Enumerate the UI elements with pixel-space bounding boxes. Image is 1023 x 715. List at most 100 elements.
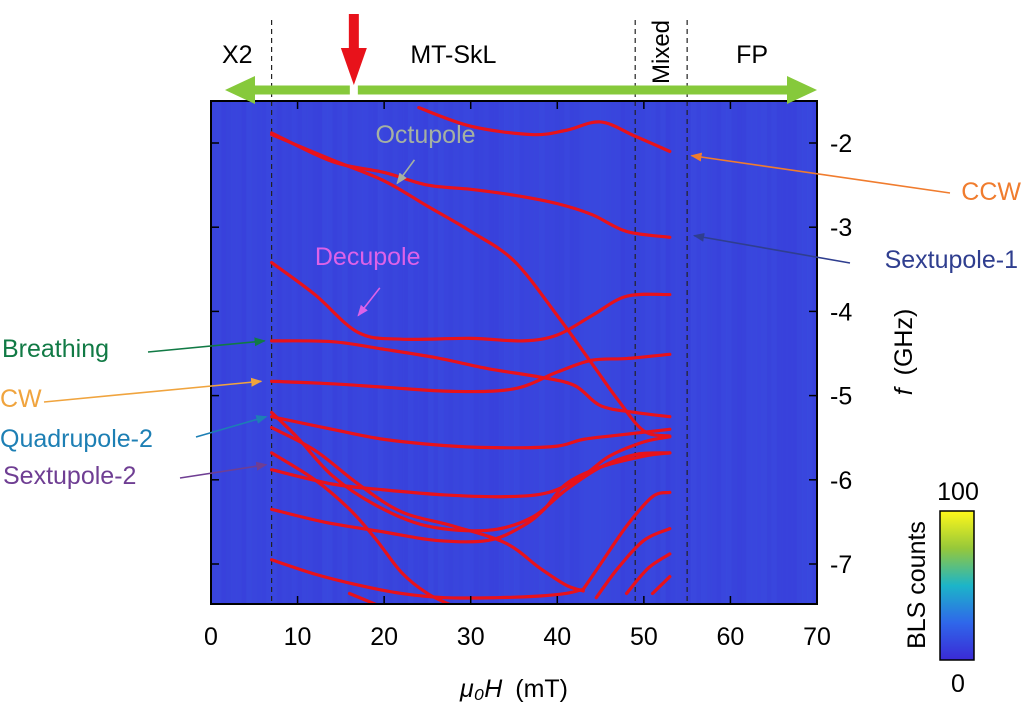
heatmap xyxy=(211,101,817,604)
heatmap-column xyxy=(281,101,288,604)
mode-annotation-label: Octupole xyxy=(375,121,475,149)
heatmap-column xyxy=(635,101,641,604)
phase-boundaries xyxy=(271,20,688,604)
heatmap-column xyxy=(428,101,434,604)
colorbar-max: 100 xyxy=(937,478,979,506)
mode-curve xyxy=(270,352,672,394)
heatmap-column xyxy=(695,101,702,604)
heatmap-column xyxy=(584,101,591,604)
field-marker-shaft xyxy=(348,14,359,50)
phase-bar: X2 MT-SkL Mixed FP xyxy=(222,14,817,104)
heatmap-column xyxy=(296,101,303,604)
heatmap-column xyxy=(231,101,237,604)
heatmap-column xyxy=(625,101,631,604)
heatmap-column xyxy=(418,101,424,604)
heatmap-column xyxy=(387,101,394,604)
heatmap-column xyxy=(650,101,656,604)
colorbar: 100 0 BLS counts xyxy=(903,478,979,698)
heatmap-column xyxy=(806,101,813,604)
colorbar-label: BLS counts xyxy=(903,521,931,649)
phase-arrow-gap xyxy=(349,83,358,97)
heatmap-column xyxy=(685,101,692,604)
heatmap-column xyxy=(594,101,601,604)
heatmap-column xyxy=(746,101,752,604)
heatmap-column xyxy=(670,101,677,604)
heatmap-column xyxy=(453,101,460,604)
heatmap-column xyxy=(811,101,817,604)
heatmap-column xyxy=(630,101,636,604)
heatmap-column xyxy=(751,101,757,604)
heatmap-column xyxy=(337,101,343,604)
colorbar-gradient xyxy=(939,510,975,661)
heatmap-column xyxy=(796,101,803,604)
y-axis-unit: (GHz) xyxy=(890,309,918,376)
heatmap-column xyxy=(286,101,293,604)
y-tick-label: -6 xyxy=(830,467,852,495)
heatmap-column xyxy=(423,101,429,604)
mode-annotation-label: Sextupole-2 xyxy=(3,462,136,490)
heatmap-column xyxy=(731,101,737,604)
mode-annotation-arrow xyxy=(692,232,851,264)
plot-area xyxy=(210,20,818,605)
heatmap-column xyxy=(726,101,732,604)
mode-annotation-label: Breathing xyxy=(2,335,109,363)
y-axis: -2 -3 -4 -5 -6 -7 xyxy=(211,130,852,579)
heatmap-column xyxy=(786,101,793,604)
heatmap-column xyxy=(609,101,616,604)
heatmap-column xyxy=(483,101,490,604)
heatmap-column xyxy=(221,101,227,604)
heatmap-column xyxy=(761,101,768,604)
heatmap-column xyxy=(468,101,475,604)
heatmap-column xyxy=(312,101,318,604)
y-tick-label: -7 xyxy=(830,551,852,579)
heatmap-column xyxy=(271,101,278,604)
heatmap-column xyxy=(473,101,480,604)
heatmap-column xyxy=(306,101,313,604)
heatmap-column xyxy=(276,101,283,604)
heatmap-column xyxy=(680,101,687,604)
heatmap-column xyxy=(559,101,566,604)
heatmap-column xyxy=(721,101,727,604)
heatmap-column xyxy=(766,101,773,604)
heatmap-column xyxy=(216,101,222,604)
heatmap-column xyxy=(332,101,338,604)
mode-curve xyxy=(270,425,585,593)
x-tick-label: 60 xyxy=(717,623,745,651)
mode-annotation-label: Quadrupole-2 xyxy=(0,425,153,453)
heatmap-column xyxy=(665,101,672,604)
mode-curve xyxy=(581,490,672,591)
x-tick-label: 0 xyxy=(204,623,218,651)
mode-curve xyxy=(594,527,672,600)
mode-annotation-label: CW xyxy=(0,385,42,413)
mode-curve xyxy=(270,435,672,499)
x-axis-symbol: μ₀H xyxy=(459,675,503,703)
phase-label: FP xyxy=(736,41,768,69)
heatmap-column xyxy=(508,101,515,604)
mode-curve xyxy=(270,260,672,343)
mode-annotation-arrow xyxy=(147,337,266,353)
heatmap-column xyxy=(544,101,550,604)
heatmap-column xyxy=(589,101,596,604)
x-tick-label: 50 xyxy=(630,623,658,651)
phase-arrow-right-head xyxy=(787,76,817,104)
heatmap-column xyxy=(438,101,444,604)
x-tick-label: 70 xyxy=(803,623,831,651)
x-axis-unit: (mT) xyxy=(515,675,568,703)
mode-curve xyxy=(270,339,672,419)
heatmap-column xyxy=(362,101,369,604)
heatmap-column xyxy=(317,101,323,604)
heatmap-column xyxy=(640,101,646,604)
mode-annotation-arrow xyxy=(690,152,951,194)
mode-curve xyxy=(417,106,672,154)
mode-annotation-arrow xyxy=(195,415,268,438)
heatmap-column xyxy=(251,101,258,604)
heatmap-column xyxy=(519,101,525,604)
x-axis-label: μ₀H (mT) xyxy=(459,675,568,703)
mode-annotation-arrow xyxy=(357,287,381,317)
heatmap-column xyxy=(352,101,359,604)
mode-curve xyxy=(270,451,453,604)
heatmap-column xyxy=(756,101,763,604)
heatmap-column xyxy=(342,101,348,604)
heatmap-column xyxy=(241,101,247,604)
